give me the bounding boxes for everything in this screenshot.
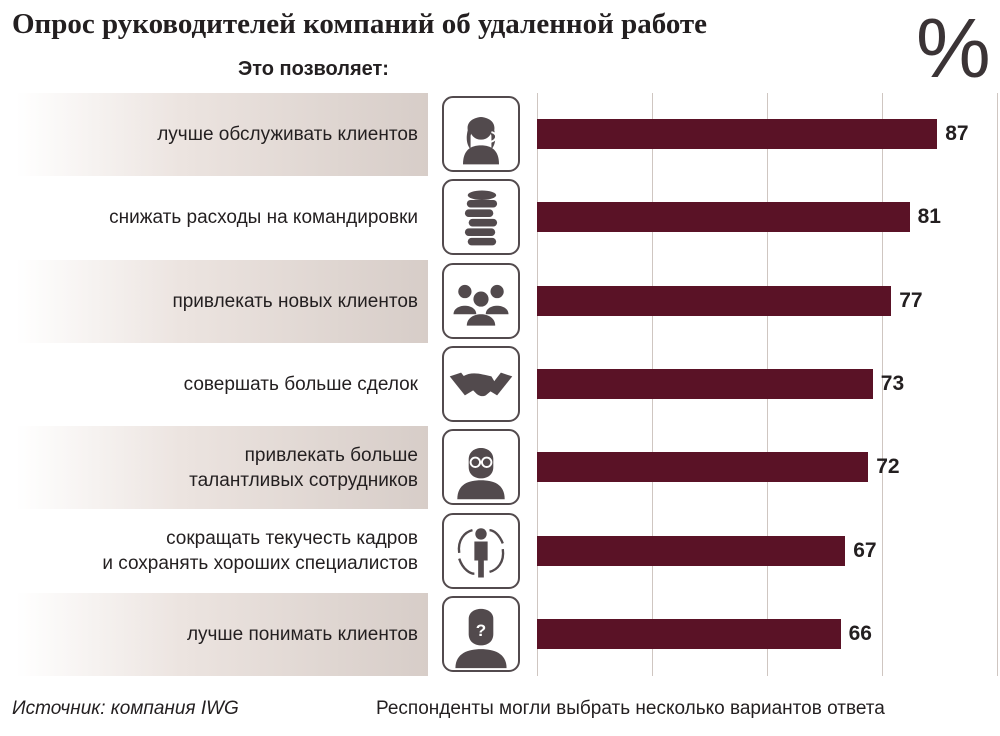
row-band xyxy=(16,426,428,510)
category-row: лучше обслуживать клиентов xyxy=(0,93,1000,176)
value-label: 77 xyxy=(899,288,923,312)
handshake-icon xyxy=(442,345,520,422)
grid-line xyxy=(882,93,883,676)
category-row: сокращать текучесть кадров и сохранять хо… xyxy=(0,509,1000,593)
bar xyxy=(537,285,892,316)
category-row: привлекать больше талантливых сотрудников xyxy=(0,426,1000,510)
category-label-line: лучше понимать клиентов xyxy=(186,623,418,645)
row-band xyxy=(16,93,428,176)
category-row: привлекать новых клиентов xyxy=(0,259,1000,343)
category-label-line: сокращать текучесть кадров xyxy=(166,528,418,549)
category-label-line: снижать расходы на командировки xyxy=(109,207,418,229)
value-label: 73 xyxy=(880,371,905,395)
category-label-line: и сохранять хороших специалистов xyxy=(102,553,418,574)
person-cycle-arrows-icon xyxy=(442,512,520,589)
value-label: 66 xyxy=(848,621,872,645)
category-label: совершать больше сделок xyxy=(20,343,418,426)
value-label: 81 xyxy=(917,205,941,229)
headset-operator-icon xyxy=(442,96,520,172)
category-label: снижать расходы на командировки xyxy=(20,176,418,259)
row-band xyxy=(16,592,428,676)
bar xyxy=(537,368,873,399)
category-label-line: привлекать новых клиентов xyxy=(172,290,418,312)
category-label: привлекать новых клиентов xyxy=(20,260,418,343)
row-band xyxy=(16,259,428,343)
row-band xyxy=(16,342,428,426)
bar xyxy=(537,119,938,149)
svg-text:?: ? xyxy=(476,621,486,640)
plot-area: 87 81 77 73 72 67 66 xyxy=(537,93,998,676)
value-label: 72 xyxy=(876,455,900,479)
bar xyxy=(537,202,910,233)
category-row: лучше понимать клиентов? xyxy=(0,592,1000,676)
category-label-line: привлекать больше xyxy=(244,444,418,466)
grid-line xyxy=(997,93,998,676)
category-row: совершать больше сделок xyxy=(0,342,1000,426)
bar xyxy=(537,452,869,483)
source-note: Источник: компания IWG xyxy=(12,698,239,719)
row-band xyxy=(16,509,428,593)
person-question-icon: ? xyxy=(442,595,520,672)
chart-subtitle: Это позволяет: xyxy=(238,58,389,80)
value-label: 87 xyxy=(945,122,969,145)
row-band xyxy=(16,176,428,260)
bar xyxy=(537,535,846,566)
group-people-icon xyxy=(442,262,520,339)
category-label: привлекать больше талантливых сотрудников xyxy=(20,426,418,509)
percent-unit-symbol: % xyxy=(916,1,991,95)
category-label: лучше обслуживать клиентов xyxy=(20,93,418,176)
category-label-line: совершать больше сделок xyxy=(183,373,418,395)
person-glasses-icon xyxy=(442,429,520,506)
category-label: лучше понимать клиентов xyxy=(20,593,418,676)
category-label-line: талантливых сотрудников xyxy=(189,469,418,491)
category-row: снижать расходы на командировки xyxy=(0,176,1000,260)
chart-title: Опрос руководителей компаний об удаленно… xyxy=(12,8,708,40)
respondents-note: Респонденты могли выбрать несколько вари… xyxy=(376,698,885,719)
coin-stack-icon xyxy=(442,179,520,256)
category-label-line: лучше обслуживать клиентов xyxy=(157,124,418,145)
category-label: сокращать текучесть кадров и сохранять хо… xyxy=(20,510,418,593)
bar xyxy=(537,618,841,649)
value-label: 67 xyxy=(853,538,877,562)
